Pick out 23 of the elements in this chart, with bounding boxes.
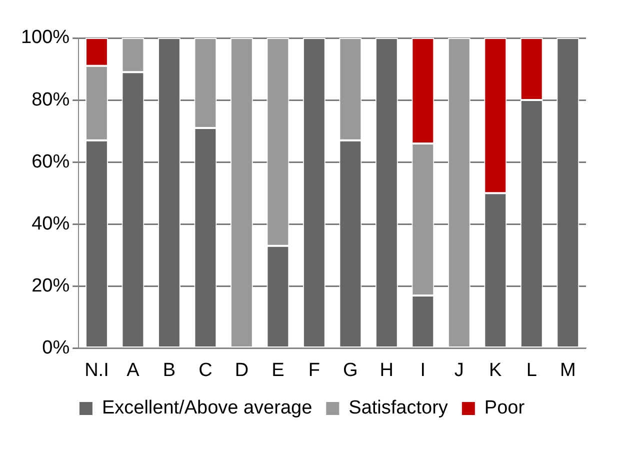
- legend-label: Poor: [484, 398, 526, 419]
- x-tick-label: N.I: [84, 360, 109, 381]
- y-tick-label: 20%: [32, 275, 70, 296]
- x-tick-label: A: [126, 360, 140, 381]
- legend-label: Satisfactory: [348, 398, 448, 419]
- x-tick-label: B: [162, 360, 176, 381]
- x-tick-label: L: [526, 360, 537, 381]
- y-tick-label: 0%: [42, 337, 70, 358]
- x-tick-label: M: [560, 360, 576, 381]
- x-tick-label: H: [380, 360, 394, 381]
- x-tick-label: C: [198, 360, 212, 381]
- y-tick-label: 40%: [32, 213, 70, 234]
- legend-label: Excellent/Above average: [102, 398, 312, 419]
- x-tick-label: I: [420, 360, 426, 381]
- x-tick-label: K: [489, 360, 502, 381]
- y-tick-label: 60%: [32, 151, 70, 172]
- y-tick-label: 80%: [32, 89, 70, 110]
- x-tick-label: J: [454, 360, 464, 381]
- x-tick-label: G: [343, 360, 358, 381]
- y-tick-label: 100%: [20, 27, 70, 48]
- x-tick-label: D: [234, 360, 249, 381]
- x-tick-label: E: [272, 360, 284, 381]
- x-tick-label: F: [308, 360, 320, 381]
